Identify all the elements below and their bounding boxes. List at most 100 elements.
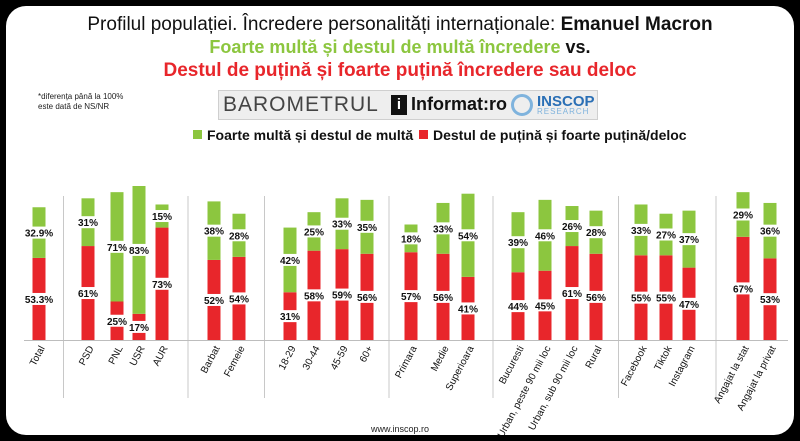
data-label-red-psd: 61% (78, 289, 98, 300)
data-label-green-primara: 18% (401, 234, 421, 245)
data-label-bg-green-pnl (106, 240, 128, 253)
data-label-bg-green-rural (585, 226, 607, 239)
data-label-green-pnl: 71% (107, 243, 127, 254)
logo-banner: BAROMETRUL i Informat:ro INSCOP RESEARCH (218, 90, 598, 120)
x-tick-label-45-59: 45-59 (329, 344, 351, 372)
data-label-red-total: 53.3% (25, 295, 53, 306)
data-label-bg-red-angajat-la-privat (759, 293, 781, 306)
data-label-bg-green-60 (356, 220, 378, 233)
x-tick-label-30-44: 30-44 (301, 344, 323, 372)
data-label-bg-red-60 (356, 290, 378, 303)
data-label-red-facebook: 55% (631, 294, 651, 305)
data-label-green-18-29: 42% (280, 256, 300, 267)
data-label-green-45-59: 33% (332, 220, 352, 231)
data-label-red-30-44: 58% (304, 291, 324, 302)
data-label-green-femeie: 28% (229, 231, 249, 242)
data-label-bg-red-rural (585, 290, 607, 303)
x-tick-label-urban-sub-90-mii-loc: Urban, sub 90 mii loc (527, 344, 581, 432)
x-tick-label-medie: Medie (429, 344, 452, 374)
data-label-bg-red-medie (432, 290, 454, 303)
data-label-green-rural: 28% (586, 228, 606, 239)
footnote: *diferența până la 100% este dată de NS/… (38, 92, 123, 112)
data-label-green-angajat-la-stat: 29% (733, 210, 753, 221)
data-label-red-medie: 56% (433, 293, 453, 304)
x-tick-label-primara: Primara (393, 344, 419, 380)
x-tick-label-aur: AUR (151, 344, 171, 368)
data-label-bg-green-aur (151, 210, 173, 223)
informat-logo: Informat:ro (411, 94, 507, 114)
data-label-red-pnl: 25% (107, 317, 127, 328)
legend-item-green: Foarte multă și destul de multă (193, 127, 413, 143)
data-label-green-medie: 33% (433, 224, 453, 235)
data-label-green-superioara: 54% (458, 231, 478, 242)
footnote-line-2: este dată de NS/NR (38, 102, 110, 111)
legend-item-red: Destul de puțină și foarte puțină/deloc (419, 127, 687, 143)
data-label-bg-red-psd (77, 287, 99, 300)
data-label-bg-red-total (23, 292, 55, 305)
chart-title: Profilul populației. Încredere personali… (6, 14, 794, 36)
data-label-bg-red-barbat (203, 293, 225, 306)
data-label-red-60: 56% (357, 293, 377, 304)
data-label-bg-green-angajat-la-privat (759, 224, 781, 237)
x-tick-label-18-29: 18-29 (277, 344, 299, 372)
data-label-bg-green-18-29 (279, 253, 301, 266)
x-tick-label-facebook: Facebook (619, 343, 650, 388)
slide-card: Profilul populației. Încredere personali… (6, 6, 794, 435)
data-label-green-psd: 31% (78, 218, 98, 229)
legend-label-green: Foarte multă și destul de multă (207, 127, 414, 143)
data-label-green-tiktok: 27% (656, 231, 676, 242)
legend-swatch-green (193, 130, 202, 139)
data-label-red-barbat: 52% (204, 296, 224, 307)
data-label-green-aur: 15% (152, 212, 172, 223)
data-label-green-urban-sub-90-mii-loc: 26% (562, 222, 582, 233)
data-label-bg-green-tiktok (655, 228, 677, 241)
data-label-red-angajat-la-privat: 53% (760, 295, 780, 306)
data-label-red-primara: 57% (401, 292, 421, 303)
legend-label-red: Destul de puțină și foarte puțină/deloc (433, 127, 687, 143)
data-label-green-usr: 83% (129, 246, 149, 257)
chart-subtitle-green: Foarte multă și destul de multă încreder… (6, 37, 794, 58)
informat-logo-icon: i (391, 95, 407, 115)
data-label-bg-red-urban-sub-90-mii-loc (561, 287, 583, 300)
data-label-red-urban-peste-90-mii-loc: 45% (535, 301, 555, 312)
chart-title-prefix: Profilul populației. Încredere personali… (87, 14, 561, 35)
data-label-green-30-44: 25% (304, 227, 324, 238)
data-label-green-barbat: 38% (204, 227, 224, 238)
data-label-bg-red-45-59 (331, 288, 353, 301)
x-tick-label-rural: Rural (584, 344, 605, 370)
data-label-bg-red-femeie (228, 292, 250, 305)
inscop-research-logo: RESEARCH (537, 107, 590, 116)
data-label-red-bucuresti: 44% (508, 302, 528, 313)
data-label-bg-green-facebook (630, 223, 652, 236)
subtitle-green-text: Foarte multă și destul de multă încreder… (209, 37, 561, 57)
data-label-green-total: 32.9% (25, 229, 53, 240)
data-label-bg-red-18-29 (279, 310, 301, 323)
chart-subtitle-red: Destul de puțină și foarte puțină încred… (163, 60, 637, 81)
data-label-bg-green-femeie (228, 229, 250, 242)
footer-url: www.inscop.ro (370, 424, 430, 434)
data-label-red-urban-sub-90-mii-loc: 61% (562, 289, 582, 300)
data-label-bg-green-45-59 (331, 217, 353, 230)
data-label-red-45-59: 59% (332, 291, 352, 302)
data-label-bg-red-pnl (106, 314, 128, 327)
x-tick-label-pnl: PNL (107, 344, 126, 367)
x-tick-label-60: 60+ (358, 344, 376, 364)
data-label-bg-green-total (23, 226, 55, 239)
data-label-red-usr: 17% (129, 323, 149, 334)
data-label-bg-green-usr (128, 243, 150, 256)
x-tick-label-barbat: Barbat (199, 344, 223, 375)
data-label-red-18-29: 31% (280, 312, 300, 323)
barometrul-logo: BAROMETRUL (223, 93, 379, 116)
data-label-red-superioara: 41% (458, 304, 478, 315)
data-label-bg-green-instagram (678, 233, 700, 246)
inscop-logo-icon (511, 94, 533, 116)
data-label-bg-green-primara (400, 232, 422, 245)
data-label-red-femeie: 54% (229, 294, 249, 305)
data-label-green-bucuresti: 39% (508, 238, 528, 249)
x-tick-label-total: Total (28, 344, 48, 368)
data-label-bg-green-bucuresti (507, 236, 529, 249)
x-tick-label-bucuresti: Bucuresti (497, 344, 526, 386)
chart-title-name: Emanuel Macron (560, 14, 713, 35)
inscop-logo: INSCOP (537, 93, 595, 110)
